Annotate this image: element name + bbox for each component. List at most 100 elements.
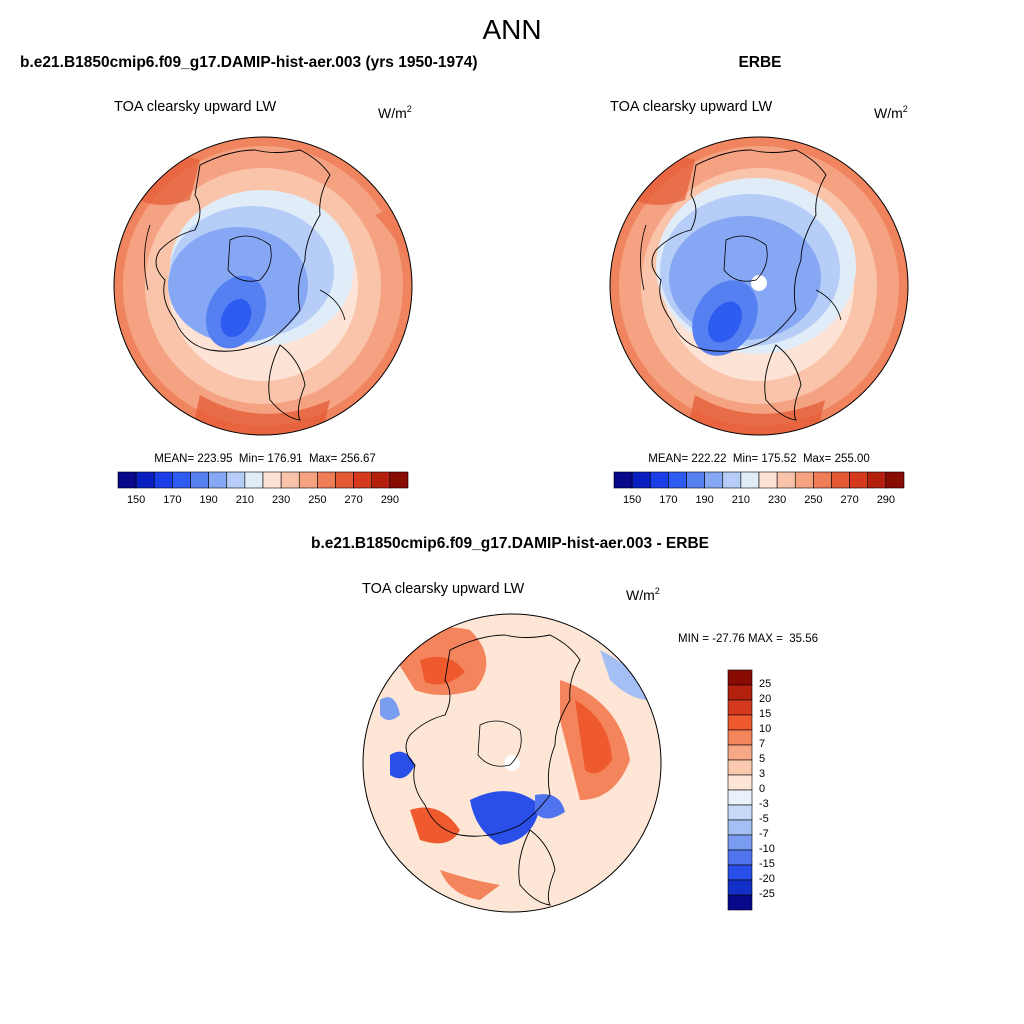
colorbar-tick-label: 150 xyxy=(126,494,146,506)
colorbar-swatch xyxy=(244,471,264,489)
colorbar-tick-label: -20 xyxy=(759,873,775,885)
colorbar-swatch xyxy=(740,471,760,489)
colorbar-swatch xyxy=(722,471,742,489)
obs-colorbar xyxy=(613,471,905,489)
colorbar-swatch xyxy=(190,471,209,489)
colorbar-swatch xyxy=(704,471,724,489)
colorbar-swatch xyxy=(727,864,753,881)
season-title: ANN xyxy=(482,14,542,45)
colorbar-swatch xyxy=(335,471,354,489)
obs-polar-map xyxy=(610,137,908,435)
colorbar-swatch xyxy=(831,471,850,489)
colorbar-swatch xyxy=(226,471,246,489)
colorbar-swatch xyxy=(885,471,905,489)
colorbar-tick-label: 7 xyxy=(759,738,766,750)
colorbar-swatch xyxy=(686,471,705,489)
colorbar-swatch xyxy=(208,471,228,489)
colorbar-tick-label: 5 xyxy=(759,753,766,765)
colorbar-swatch xyxy=(727,894,753,911)
colorbar-tick-label: 190 xyxy=(199,494,218,506)
colorbar-tick-label: 230 xyxy=(271,494,291,506)
diff-stats: MIN = -27.76 MAX = 35.56 xyxy=(678,633,818,645)
colorbar-swatch xyxy=(298,471,318,489)
colorbar-tick-label: 20 xyxy=(759,693,772,705)
model-stats: MEAN= 223.95 Min= 176.91 Max= 256.67 xyxy=(154,453,376,465)
colorbar-swatch xyxy=(727,729,753,746)
obs-map-border xyxy=(609,136,909,436)
colorbar-swatch xyxy=(727,714,753,731)
colorbar-tick-label: -10 xyxy=(759,843,775,855)
colorbar-tick-label: -15 xyxy=(759,858,775,870)
colorbar-tick-label: 190 xyxy=(695,494,714,506)
colorbar-swatch xyxy=(727,834,753,851)
colorbar-tick-label: 270 xyxy=(344,494,363,506)
colorbar-swatch xyxy=(727,879,753,896)
diff-map-border xyxy=(362,613,662,913)
diff-units-label: W/m2 xyxy=(626,586,660,603)
colorbar-tick-label: 210 xyxy=(731,494,751,506)
colorbar-swatch xyxy=(172,471,191,489)
colorbar-swatch xyxy=(649,471,669,489)
colorbar-swatch xyxy=(867,471,887,489)
colorbar-swatch xyxy=(727,699,753,716)
colorbar-swatch xyxy=(153,471,173,489)
model-units-label: W/m2 xyxy=(378,104,412,121)
obs-units-label: W/m2 xyxy=(874,104,908,121)
obs-panel-title: ERBE xyxy=(738,54,782,71)
colorbar-tick-label: 290 xyxy=(876,494,896,506)
colorbar-swatch xyxy=(727,819,753,836)
colorbar-swatch xyxy=(727,744,753,761)
colorbar-tick-label: 230 xyxy=(767,494,787,506)
colorbar-swatch xyxy=(353,471,373,489)
colorbar-tick-label: 210 xyxy=(235,494,255,506)
colorbar-swatch xyxy=(727,849,753,866)
colorbar-swatch xyxy=(727,669,753,686)
colorbar-tick-label: 10 xyxy=(759,723,772,735)
colorbar-tick-label: -5 xyxy=(759,813,769,825)
obs-stats: MEAN= 222.22 Min= 175.52 Max= 255.00 xyxy=(648,453,870,465)
colorbar-swatch xyxy=(262,471,282,489)
colorbar-tick-label: 15 xyxy=(759,708,772,720)
colorbar-tick-label: 170 xyxy=(163,494,182,506)
colorbar-swatch xyxy=(727,684,753,701)
model-panel-title: b.e21.B1850cmip6.f09_g17.DAMIP-hist-aer.… xyxy=(20,54,478,71)
colorbar-swatch xyxy=(794,471,814,489)
colorbar-swatch xyxy=(727,789,753,806)
colorbar-swatch xyxy=(758,471,778,489)
model-map-border xyxy=(113,136,413,436)
model-variable-label: TOA clearsky upward LW xyxy=(114,99,277,115)
colorbar-swatch xyxy=(631,471,651,489)
colorbar-swatch xyxy=(727,804,753,821)
diff-polar-map xyxy=(363,614,661,912)
colorbar-tick-label: 250 xyxy=(804,494,823,506)
colorbar-swatch xyxy=(613,471,633,489)
colorbar-tick-label: -25 xyxy=(759,888,775,900)
diff-colorbar xyxy=(727,669,753,911)
colorbar-swatch xyxy=(727,774,753,791)
diff-variable-label: TOA clearsky upward LW xyxy=(362,581,525,597)
colorbar-tick-label: 3 xyxy=(759,768,766,780)
colorbar-tick-label: 170 xyxy=(659,494,678,506)
obs-variable-label: TOA clearsky upward LW xyxy=(610,99,773,115)
model-polar-map xyxy=(114,137,412,435)
colorbar-tick-label: 150 xyxy=(622,494,642,506)
colorbar-swatch xyxy=(280,471,300,489)
colorbar-swatch xyxy=(813,471,832,489)
colorbar-tick-label: -7 xyxy=(759,828,769,840)
colorbar-swatch xyxy=(776,471,796,489)
colorbar-swatch xyxy=(668,471,687,489)
colorbar-swatch xyxy=(849,471,869,489)
colorbar-swatch xyxy=(371,471,391,489)
colorbar-tick-label: 250 xyxy=(308,494,327,506)
colorbar-swatch xyxy=(727,759,753,776)
colorbar-tick-label: 290 xyxy=(380,494,400,506)
colorbar-tick-label: -3 xyxy=(759,798,769,810)
model-colorbar xyxy=(117,471,409,489)
colorbar-tick-label: 25 xyxy=(759,678,772,690)
colorbar-swatch xyxy=(117,471,137,489)
colorbar-swatch xyxy=(389,471,409,489)
colorbar-swatch xyxy=(317,471,336,489)
colorbar-swatch xyxy=(135,471,155,489)
diff-panel-title: b.e21.B1850cmip6.f09_g17.DAMIP-hist-aer.… xyxy=(310,535,709,552)
